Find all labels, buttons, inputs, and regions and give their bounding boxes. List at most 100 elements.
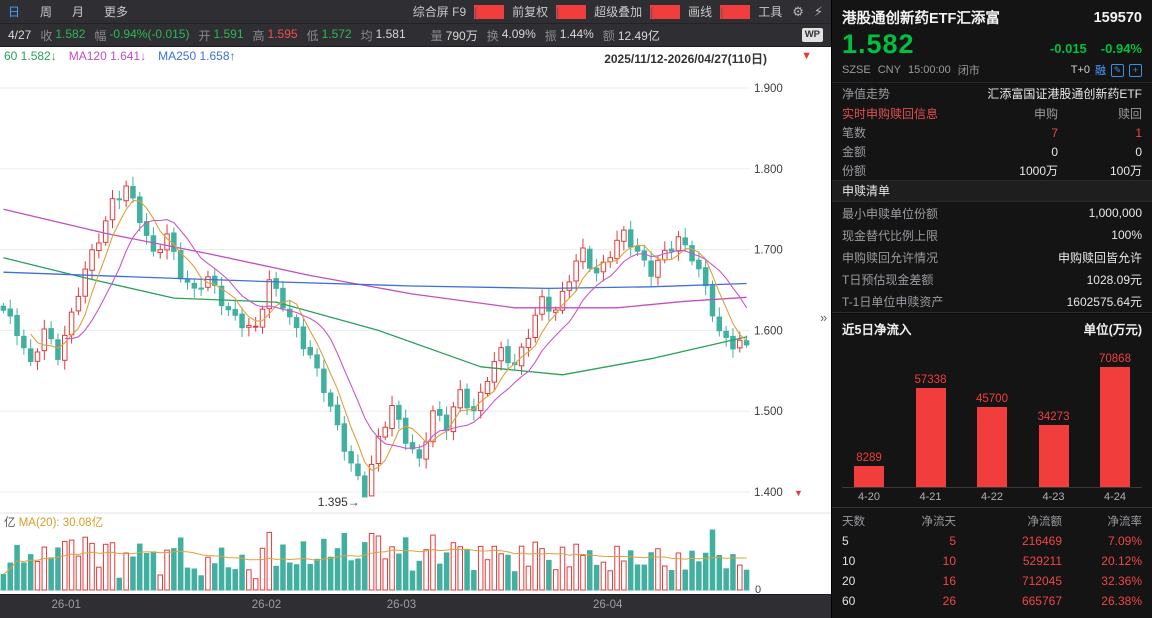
inflow-bar: 34273 bbox=[1027, 411, 1081, 487]
bar-category: 4-20 bbox=[857, 491, 881, 503]
date-range-label: 2025/11/12-2026/04/27(110日) bbox=[604, 52, 767, 66]
nav-trend-link[interactable]: 净值走势 bbox=[842, 86, 891, 101]
inflow-table-rows: 5 5 216469 7.09% 10 10 529211 20.12% 20 16 712045 3… bbox=[832, 531, 1152, 611]
bar-value: 45700 bbox=[976, 393, 1008, 405]
t0-badge: T+0 bbox=[1070, 64, 1090, 76]
quote-stats-row: 4/27 收 1.582 幅 -0.94%(-0.015) 开 1.591 高 1.595 低 1.… bbox=[0, 24, 831, 47]
chart-area[interactable]: 60 1.582↓ MA120 1.641↓ MA250 1.658↑ 2025/1… bbox=[0, 47, 831, 594]
change-percent: -0.94% bbox=[1100, 41, 1142, 56]
bar-category: 4-23 bbox=[1042, 491, 1065, 503]
price-change: -0.015 -0.94% bbox=[1050, 41, 1142, 56]
change-value: -0.015 bbox=[1049, 41, 1087, 56]
period-toolbar: 日 周 月 更多 综合屏 F9 | 前复权 | 超级叠加 | 画线 | 工具 ⚙ ⚡ bbox=[0, 0, 831, 24]
svg-text:0: 0 bbox=[755, 584, 761, 594]
table-cell: 529211 bbox=[1022, 554, 1062, 568]
last-price: 1.582 bbox=[842, 29, 915, 59]
pcf-row: 现金替代比例上限 100% bbox=[842, 228, 1142, 243]
menu-item[interactable]: 工具 bbox=[758, 5, 783, 19]
quote-panel: 港股通创新药ETF汇添富 159570 1.582 -0.015 -0.94% … bbox=[831, 0, 1152, 618]
stat-item: 额 12.49亿 bbox=[602, 28, 660, 43]
tab-更多[interactable]: 更多 bbox=[104, 5, 129, 19]
svg-text:▼: ▼ bbox=[794, 488, 803, 498]
svg-text:1.400: 1.400 bbox=[754, 487, 783, 499]
realtime-row: 笔数 7 1 bbox=[842, 125, 1142, 141]
svg-text:亿 MA(20): 30.08亿: 亿 MA(20): 30.08亿 bbox=[4, 516, 103, 529]
table-header-cell: 天数 bbox=[842, 516, 865, 528]
market-state: 闭市 bbox=[957, 65, 980, 77]
bar-rect bbox=[977, 407, 1007, 487]
svg-text:1.900: 1.900 bbox=[754, 83, 783, 95]
tab-月[interactable]: 月 bbox=[72, 5, 85, 19]
redeem-col-header: 赎回 bbox=[1117, 106, 1142, 121]
stat-item: 量 790万 bbox=[430, 28, 478, 43]
panel-collapse-handle[interactable]: » bbox=[820, 310, 828, 325]
x-axis-label: 26-02 bbox=[251, 599, 282, 611]
instrument-name: 港股通创新药ETF汇添富 bbox=[842, 11, 1000, 27]
inflow-bar: 45700 bbox=[965, 393, 1019, 487]
instrument-code: 159570 bbox=[1093, 9, 1142, 26]
gear-icon[interactable]: ⚙ bbox=[792, 3, 804, 19]
bar-category: 4-24 bbox=[1103, 491, 1127, 503]
margin-badge: 融 bbox=[1095, 65, 1106, 77]
inflow-bar: 70868 bbox=[1088, 353, 1142, 487]
menu-item[interactable]: 前复权 bbox=[512, 5, 549, 19]
add-watchlist-icon[interactable]: + bbox=[1129, 63, 1142, 77]
realtime-row: 份额 1000万 100万 bbox=[842, 164, 1142, 178]
menu-separator: | bbox=[650, 4, 681, 19]
tab-日[interactable]: 日 bbox=[8, 5, 21, 19]
table-cell: 32.36% bbox=[1101, 574, 1142, 588]
bar-value: 8289 bbox=[856, 452, 882, 464]
filter-funnel-icon[interactable]: ▼ bbox=[801, 50, 812, 62]
svg-text:1.500: 1.500 bbox=[754, 406, 783, 418]
table-cell: 5 bbox=[949, 534, 956, 548]
bar-rect bbox=[915, 388, 946, 487]
table-cell: 20 bbox=[842, 574, 856, 588]
flash-icon[interactable]: ⚡ bbox=[813, 3, 823, 19]
svg-text:1.800: 1.800 bbox=[754, 164, 783, 176]
ma-legend-item: MA250 1.658↑ bbox=[158, 49, 236, 63]
period-tabs: 日 周 月 更多 bbox=[8, 3, 128, 20]
wp-badge[interactable]: WP bbox=[801, 28, 823, 42]
bar-value: 70868 bbox=[1099, 353, 1131, 365]
table-cell: 216469 bbox=[1021, 534, 1062, 548]
realtime-row: 金额 0 0 bbox=[842, 144, 1142, 160]
price-row: 1.582 -0.015 -0.94% bbox=[832, 28, 1152, 60]
table-row[interactable]: 5 5 216469 7.09% bbox=[832, 531, 1152, 551]
table-cell: 665767 bbox=[1021, 594, 1062, 608]
subscribe-col-header: 申购 bbox=[1033, 106, 1058, 121]
stat-item: 均 1.581 bbox=[360, 26, 406, 43]
pcf-list-title: 申赎清单 bbox=[832, 180, 1152, 202]
inflow-bar-chart: 8289 57338 45700 34273 70868 bbox=[842, 340, 1142, 488]
inflow-categories: 4-20 4-21 4-22 4-23 4-24 bbox=[842, 491, 1142, 503]
table-cell: 20.12% bbox=[1101, 554, 1142, 568]
table-row[interactable]: 20 16 712045 32.36% bbox=[832, 571, 1152, 591]
bar-value: 57338 bbox=[914, 374, 947, 386]
menu-item[interactable]: 超级叠加 bbox=[594, 5, 643, 19]
stat-item: 4/27 bbox=[8, 28, 32, 42]
table-row[interactable]: 10 10 529211 20.12% bbox=[832, 551, 1152, 571]
bar-category: 4-22 bbox=[980, 491, 1004, 503]
realtime-header: 实时申购赎回信息 申购 赎回 bbox=[832, 103, 1152, 123]
exchange-label: SZSE bbox=[842, 64, 871, 76]
tab-周[interactable]: 周 bbox=[40, 5, 53, 19]
x-axis-label: 26-04 bbox=[593, 599, 623, 611]
inflow-title: 近5日净流入 bbox=[842, 323, 912, 337]
stat-item: 换 4.09% bbox=[486, 26, 536, 43]
menu-separator: | bbox=[556, 4, 587, 19]
inflow-header: 近5日净流入 单位(万元) bbox=[832, 314, 1152, 340]
section-divider bbox=[832, 312, 1152, 314]
status-icons: T+0 融 ✎ + bbox=[1071, 62, 1142, 78]
stat-item: 收 1.582 bbox=[40, 26, 86, 43]
pcf-row: T-1日单位申赎资产 1602575.64元 bbox=[842, 294, 1142, 309]
menu-item[interactable]: 画线 bbox=[688, 5, 713, 19]
inflow-table: 天数 净流天 净流额 净流率 5 5 216469 7.09% 10 10 529211 20.12… bbox=[832, 507, 1152, 618]
table-row[interactable]: 60 26 665767 26.38% bbox=[832, 591, 1152, 611]
instrument-header[interactable]: 港股通创新药ETF汇添富 159570 bbox=[832, 0, 1152, 28]
edit-icon[interactable]: ✎ bbox=[1111, 63, 1124, 77]
pcf-row: T日预估现金差额 1028.09元 bbox=[842, 272, 1142, 287]
stat-item: 低 1.572 bbox=[306, 26, 352, 43]
menu-item[interactable]: 综合屏 F9 bbox=[412, 5, 467, 19]
stat-item: 高 1.595 bbox=[252, 26, 298, 43]
candlestick-chart[interactable]: 1.900 1.800 1.700 1.600 1.500 1.400 ▼ 1.395→ 亿 M… bbox=[0, 47, 831, 594]
ma-legend-item: 60 1.582↓ bbox=[4, 49, 57, 63]
